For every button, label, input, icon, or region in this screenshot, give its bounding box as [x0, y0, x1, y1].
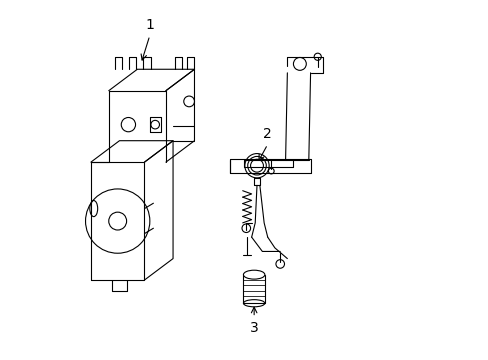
Text: 2: 2: [263, 127, 271, 141]
Text: 3: 3: [249, 321, 258, 335]
Text: 1: 1: [145, 18, 154, 32]
